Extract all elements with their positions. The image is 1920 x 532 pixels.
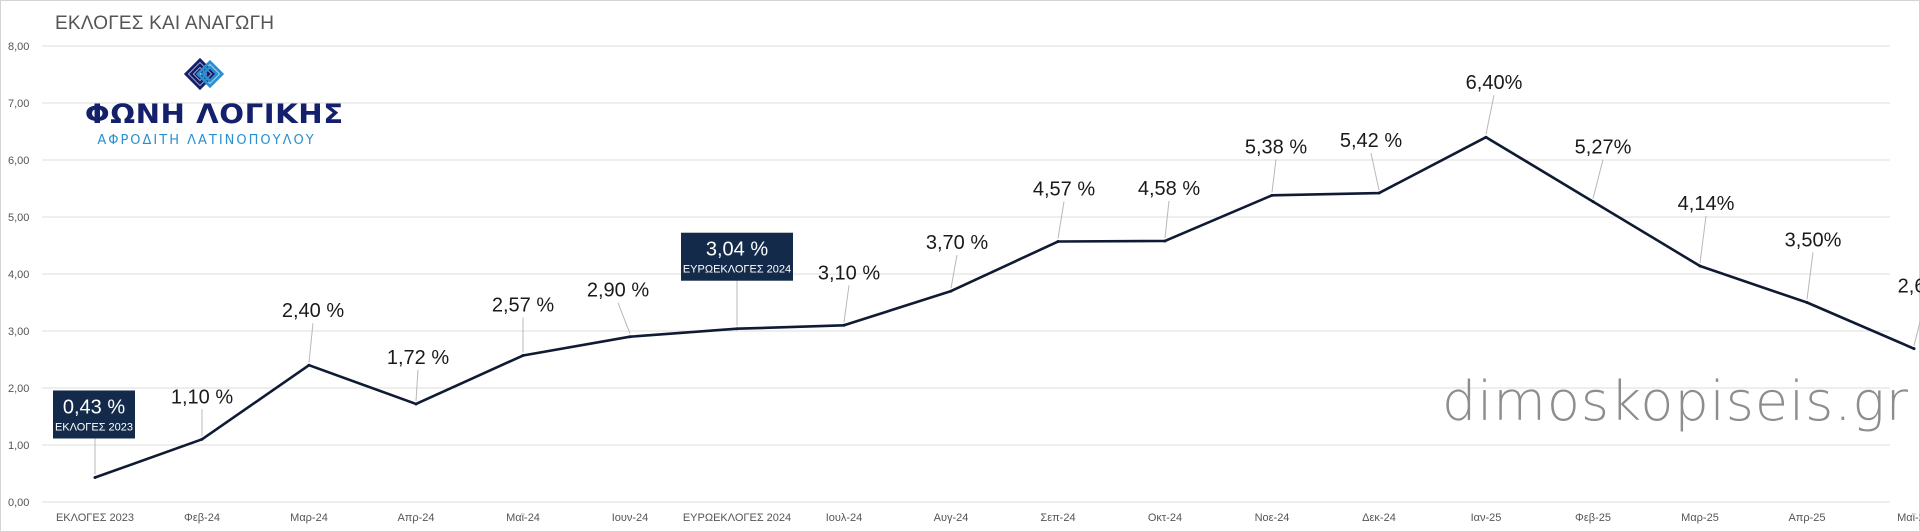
gridlines xyxy=(42,45,1890,503)
leader-line xyxy=(415,369,419,401)
y-tick-label: 6,00 xyxy=(8,155,29,167)
x-tick-label: Ιουν-24 xyxy=(612,512,649,524)
x-tick-label: Ιουλ-24 xyxy=(826,512,863,524)
x-tick-label: Αυγ-24 xyxy=(934,512,969,524)
data-point xyxy=(93,475,97,479)
leader-line xyxy=(843,285,850,323)
highlight-caption: ΕΥΡΩΕΚΛΟΓΕΣ 2024 xyxy=(683,264,791,276)
label-leader-lines xyxy=(94,95,1920,475)
x-tick-label: Μαϊ-25 xyxy=(1897,512,1920,524)
data-label: 2,40 % xyxy=(282,300,344,322)
leader-line xyxy=(308,323,314,363)
data-point xyxy=(521,354,525,358)
x-tick-label: Φεβ-25 xyxy=(1575,512,1611,524)
data-label: 3,04 % xyxy=(706,239,768,261)
y-tick-label: 8,00 xyxy=(8,41,29,53)
x-tick-label: ΕΚΛΟΓΕΣ 2023 xyxy=(56,512,134,524)
data-point xyxy=(1377,191,1381,195)
x-tick-label: Απρ-25 xyxy=(1788,512,1825,524)
data-label: 5,42 % xyxy=(1340,130,1402,152)
data-point xyxy=(1056,240,1060,244)
data-point xyxy=(842,323,846,327)
data-labels: 0,43 % ΕΚΛΟΓΕΣ 2023 1,10 % 2,40 % 1,72 % 2,57… xyxy=(53,72,1920,439)
x-tick-label: Σεπ-24 xyxy=(1040,512,1075,524)
leader-line xyxy=(1592,159,1604,199)
leader-line xyxy=(1913,320,1920,346)
series-line xyxy=(94,135,1915,479)
data-point xyxy=(200,437,204,441)
data-point xyxy=(1805,301,1809,304)
x-tick-label: Φεβ-24 xyxy=(184,512,220,524)
highlight-box xyxy=(53,390,135,439)
x-tick-label: Μαρ-24 xyxy=(290,512,328,524)
leader-line xyxy=(950,255,958,289)
data-label: 3,50% xyxy=(1785,230,1842,252)
logo-subtitle: ΑΦΡΟΔΙΤΗ ΛΑΤΙΝΟΠΟΥΛΟΥ xyxy=(97,133,316,148)
y-tick-label: 4,00 xyxy=(8,269,29,281)
data-label: 1,72 % xyxy=(387,347,449,369)
y-tick-label: 5,00 xyxy=(8,212,29,224)
leader-line xyxy=(1057,201,1065,239)
x-tick-label: Μαρ-25 xyxy=(1681,512,1719,524)
data-point xyxy=(628,335,632,339)
leader-line xyxy=(1485,95,1495,135)
x-tick-label: Δεκ-24 xyxy=(1362,512,1396,524)
x-tick-label: Ιαν-25 xyxy=(1471,512,1502,524)
data-point xyxy=(949,289,953,293)
data-label: 3,70 % xyxy=(926,232,988,254)
chart-title: ΕΚΛΟΓΕΣ ΚΑΙ ΑΝΑΓΩΓΗ xyxy=(55,13,275,34)
data-label: 2,69% xyxy=(1898,276,1920,298)
y-tick-label: 7,00 xyxy=(8,98,29,110)
x-tick-label: Μαϊ-24 xyxy=(506,512,540,524)
data-label: 2,90 % xyxy=(587,280,649,302)
diamond-stripes-icon xyxy=(183,57,225,91)
data-label: 4,14% xyxy=(1678,193,1735,215)
data-label: 5,38 % xyxy=(1245,136,1307,158)
y-tick-label: 2,00 xyxy=(8,383,29,395)
data-label: 2,57 % xyxy=(492,295,554,317)
y-tick-label: 1,00 xyxy=(8,440,29,452)
x-tick-label: Νοε-24 xyxy=(1255,512,1290,524)
data-point xyxy=(1270,193,1274,197)
leader-line xyxy=(617,302,631,334)
data-point xyxy=(735,327,739,331)
logo-name: ΦΩΝΗ ΛΟΓΙΚΗΣ xyxy=(84,99,344,130)
data-point xyxy=(1591,200,1595,204)
x-tick-label: ΕΥΡΩΕΚΛΟΓΕΣ 2024 xyxy=(683,512,791,524)
data-label: 6,40% xyxy=(1466,72,1523,94)
watermark: dimoskopiseis.gr xyxy=(1442,370,1909,433)
highlight-box xyxy=(681,232,793,281)
leader-line xyxy=(1164,200,1170,238)
x-tick-label: Οκτ-24 xyxy=(1148,512,1182,524)
data-label: 1,10 % xyxy=(171,386,233,408)
y-axis-ticks: 0,00 1,00 2,00 3,00 4,00 5,00 6,00 7,00 8,00 xyxy=(8,41,29,509)
data-point xyxy=(307,363,311,367)
leader-line xyxy=(1699,215,1707,264)
logo: ΦΩΝΗ ΛΟΓΙΚΗΣ ΑΦΡΟΔΙΤΗ ΛΑΤΙΝΟΠΟΥΛΟΥ xyxy=(82,52,343,148)
data-point xyxy=(1912,347,1916,351)
data-label: 3,10 % xyxy=(818,262,880,284)
data-label: 0,43 % xyxy=(63,396,125,418)
data-point xyxy=(1484,135,1488,139)
leader-line xyxy=(1806,252,1814,300)
data-point xyxy=(1698,264,1702,268)
data-series xyxy=(93,135,1916,479)
leader-line xyxy=(1370,152,1380,191)
x-tick-label: Απρ-24 xyxy=(397,512,434,524)
data-point xyxy=(1163,239,1167,243)
data-label: 4,57 % xyxy=(1033,179,1095,201)
y-tick-label: 3,00 xyxy=(8,326,29,338)
leader-line xyxy=(1271,159,1277,193)
data-label: 4,58 % xyxy=(1138,178,1200,200)
data-point xyxy=(414,402,418,406)
highlight-caption: ΕΚΛΟΓΕΣ 2023 xyxy=(55,421,133,433)
data-label: 5,27% xyxy=(1575,137,1632,159)
x-axis-ticks: ΕΚΛΟΓΕΣ 2023 Φεβ-24 Μαρ-24 Απρ-24 Μαϊ-24 Ιουν… xyxy=(56,512,1920,524)
y-tick-label: 0,00 xyxy=(8,497,29,509)
